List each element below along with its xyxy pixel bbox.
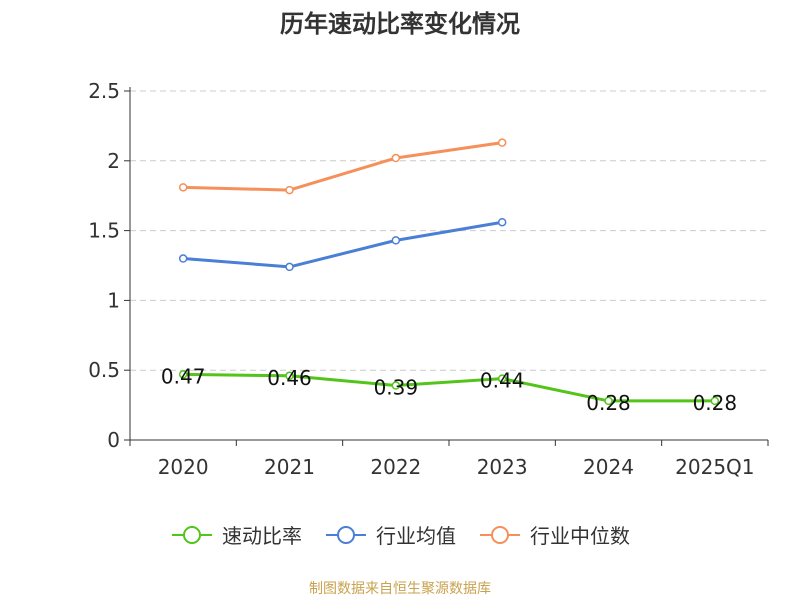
data-point-2 [178,183,188,192]
y-tick-label: 0.5 [88,358,120,382]
data-label: 0.39 [374,376,419,400]
legend-swatch-marker [183,525,201,544]
legend-swatch-marker [491,525,509,544]
data-point-1 [285,262,294,272]
grid-lines [130,90,768,371]
data-point-0 [604,396,613,406]
y-tick-label: 0 [107,428,120,452]
legend-item[interactable]: 行业中位数 [478,520,630,549]
data-labels: 0.47 0.46 0.39 0.44 0.28 0.28 [161,364,737,415]
series-line-2 [183,141,503,192]
x-tick-label: 2021 [264,455,315,479]
axes: 0 0.5 1 1.5 2 2.5 2020 2021 2022 2023 2024 2025Q1 [88,79,769,479]
data-label: 0.46 [267,366,312,390]
legend-label: 行业中位数 [530,524,630,548]
data-point-1 [497,217,507,227]
data-point-0 [391,381,401,390]
data-point-2 [391,153,401,163]
y-tick-label: 1.5 [88,219,120,243]
legend-item[interactable]: 行业均值 [324,520,456,549]
y-tick-label: 2 [107,149,120,173]
legend-label: 行业均值 [376,524,456,548]
data-label: 0.28 [693,391,738,415]
legend-label: 速动比率 [222,524,302,548]
data-point-2 [497,138,507,147]
chart-title: 历年速动比率变化情况 [280,10,520,38]
legend-swatch [172,525,212,544]
data-label: 0.47 [161,364,206,388]
x-tick-label: 2025Q1 [675,455,754,479]
series [178,138,720,406]
data-point-0 [285,371,294,381]
legend-swatch [480,525,520,544]
x-tick-label: 2020 [158,455,209,479]
legend-swatch-marker [337,525,355,544]
x-tick-label: 2022 [370,455,421,479]
y-tick-label: 2.5 [88,79,120,103]
x-tick-label: 2024 [583,455,634,479]
data-point-0 [497,374,507,383]
source-note: 制图数据来自恒生聚源数据库 [309,581,491,597]
data-point-0 [710,396,720,406]
legend-swatch [326,525,366,544]
series-line-0 [183,372,715,403]
data-point-0 [178,370,188,379]
y-tick-label: 1 [107,288,120,312]
data-point-1 [178,254,188,263]
data-point-2 [285,185,294,195]
x-tick-label: 2023 [477,455,528,479]
data-label: 0.28 [586,391,631,415]
legend-item[interactable]: 速动比率 [170,520,302,549]
legend: 速动比率 行业均值 行业中位数 [0,520,800,549]
series-line-1 [183,220,503,269]
data-point-1 [391,236,401,245]
data-label: 0.44 [480,369,525,393]
